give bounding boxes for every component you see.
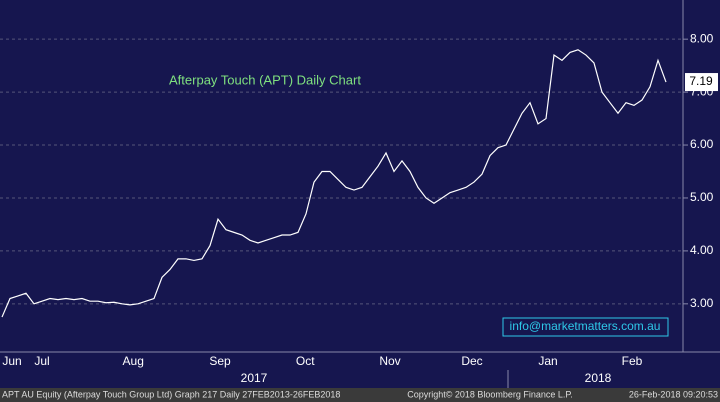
y-tick-label: 3.00: [690, 296, 714, 310]
chart-title: Afterpay Touch (APT) Daily Chart: [169, 72, 361, 87]
year-label: 2017: [241, 371, 268, 385]
x-tick-label: Nov: [379, 354, 400, 368]
x-tick-label: Dec: [461, 354, 482, 368]
footer-left: APT AU Equity (Afterpay Touch Group Ltd)…: [2, 389, 340, 399]
x-tick-label: Oct: [296, 354, 315, 368]
x-tick-label: Sep: [209, 354, 231, 368]
y-tick-label: 8.00: [690, 31, 714, 45]
annotation-box: [502, 317, 669, 337]
y-tick-label: 5.00: [690, 190, 714, 204]
y-tick-label: 6.00: [690, 137, 714, 151]
x-tick-label: Jun: [2, 354, 21, 368]
x-tick-label: Aug: [123, 354, 144, 368]
last-price-box: [685, 73, 718, 92]
year-label: 2018: [585, 371, 612, 385]
x-tick-label: Feb: [622, 354, 643, 368]
footer-right: 26-Feb-2018 09:20:53: [629, 389, 718, 399]
y-tick-label: 4.00: [690, 243, 714, 257]
annotation: info@marketmatters.com.au: [510, 319, 661, 333]
footer-bar: [0, 388, 720, 402]
x-tick-label: Jul: [34, 354, 49, 368]
last-price-label: 7.19: [689, 74, 713, 88]
x-tick-label: Jan: [538, 354, 557, 368]
price-line: [1, 49, 667, 318]
footer-center: Copyright© 2018 Bloomberg Finance L.P.: [407, 389, 573, 399]
